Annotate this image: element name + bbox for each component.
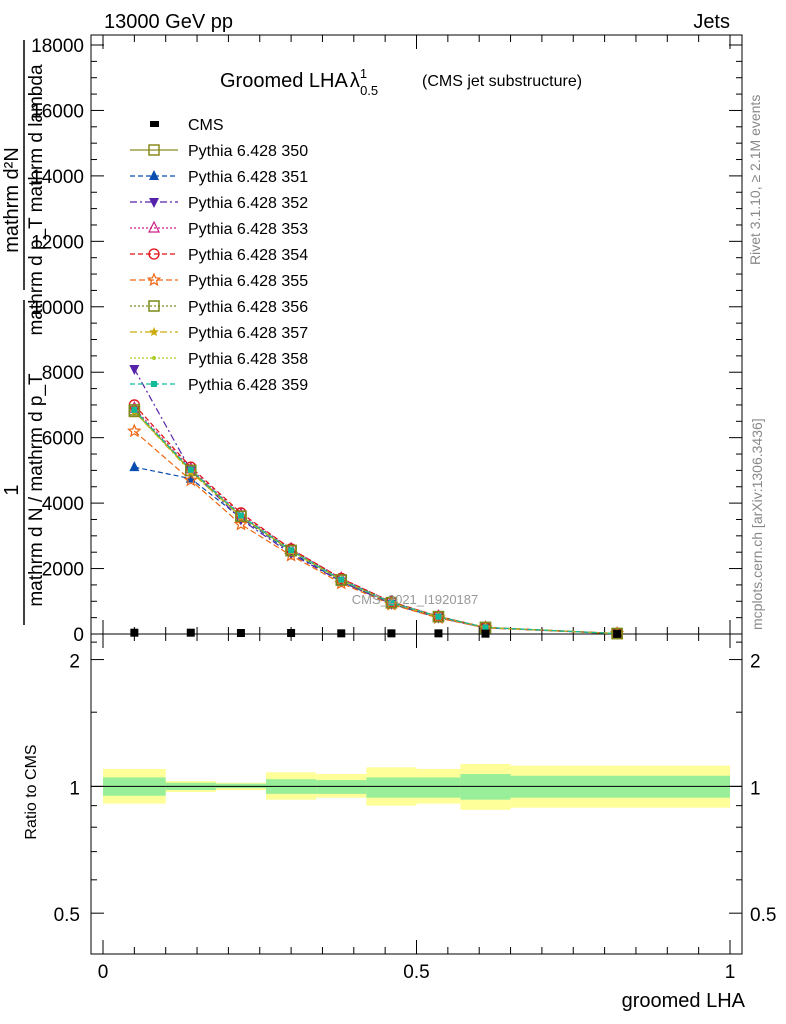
chart-subtitle: (CMS jet substructure) <box>422 73 582 90</box>
legend-label-1: Pythia 6.428 351 <box>188 169 308 186</box>
ratio-tick-label: 2 <box>69 652 80 673</box>
ratio-tick-label-right: 2 <box>750 652 761 673</box>
legend-label-0: Pythia 6.428 350 <box>188 143 308 160</box>
series-point-6 <box>432 610 445 623</box>
series-point-5 <box>183 472 199 487</box>
mcplots-credit: mcplots.cern.ch [arXiv:1306.3436] <box>749 418 765 630</box>
series-point-1 <box>185 472 196 483</box>
series-point-6 <box>128 404 141 416</box>
series-point-9 <box>288 547 295 554</box>
legend-marker-2 <box>149 198 159 208</box>
legend: CMS Pythia 6.428 350 Pythia 6.428 351 Pythi… <box>130 117 308 394</box>
y-tick-label: 10000 <box>31 298 84 319</box>
y-axis: 0 2000 4000 6000 8000 10000 12000 14000 16000 180… <box>31 36 742 646</box>
ratio-band-inner <box>416 777 461 798</box>
series-point-6 <box>235 510 247 522</box>
legend-marker-1 <box>149 170 159 180</box>
x-tick-label: 1 <box>725 962 736 983</box>
series-point-5 <box>233 516 249 531</box>
y-label-numerator: mathrm d²N <box>1 147 23 253</box>
y-tick-label: 2000 <box>42 560 84 581</box>
chart-title: Groomed LHA λ1 0.5 <box>220 66 378 98</box>
series-point-9 <box>131 406 138 413</box>
legend-label-8: Pythia 6.428 358 <box>188 351 308 368</box>
series-point-9 <box>435 613 442 620</box>
ratio-tick-label-right: 0.5 <box>750 905 776 926</box>
ratio-band-inner <box>316 780 367 794</box>
ratio-tick-label-right: 1 <box>750 778 761 799</box>
series-point-9 <box>388 599 395 606</box>
ratio-y-axis: 0.5 0.5 1 1 2 2 <box>54 641 776 926</box>
cms-point <box>186 628 195 637</box>
cms-point <box>236 629 245 638</box>
legend-marker-6 <box>148 300 160 312</box>
y-label-denominator: mathrm d p_T mathrm d lambda <box>26 64 47 335</box>
series-point-9 <box>237 512 244 519</box>
series-point-9 <box>338 576 345 583</box>
ratio-band-inner <box>366 777 417 798</box>
legend-marker-3 <box>148 220 160 233</box>
series-point-6 <box>285 544 297 557</box>
legend-cms-label: CMS <box>188 117 224 134</box>
series-point-9 <box>482 624 489 631</box>
y-tick-label: 4000 <box>42 494 84 515</box>
y-tick-label: 8000 <box>42 363 84 384</box>
cms-point <box>337 629 346 638</box>
legend-label-3: Pythia 6.428 353 <box>188 221 308 238</box>
cms-point <box>613 629 622 638</box>
legend-marker-5 <box>146 272 162 287</box>
y-tick-label: 6000 <box>42 429 84 450</box>
x-tick-label: 0.5 <box>403 962 429 983</box>
x-tick-label: 0 <box>98 962 109 983</box>
cms-point <box>387 629 396 638</box>
legend-marker-9 <box>151 381 157 387</box>
series-markers <box>127 364 625 640</box>
series-point-9 <box>187 466 194 473</box>
series-point-6 <box>335 574 348 586</box>
series-point-5 <box>127 423 142 438</box>
legend-marker-8 <box>152 356 156 360</box>
ratio-tick-label: 0.5 <box>54 905 80 926</box>
x-axis-label: groomed LHA <box>622 990 746 1012</box>
legend-marker-4 <box>148 248 160 260</box>
series-point-2 <box>129 364 140 375</box>
cms-point <box>481 629 490 638</box>
rivet-info: Rivet 3.1.10, ≥ 2.1M events <box>747 95 763 265</box>
y-tick-label: 14000 <box>31 167 84 188</box>
legend-label-9: Pythia 6.428 359 <box>188 377 308 394</box>
series-point-6 <box>385 596 398 609</box>
legend-label-2: Pythia 6.428 352 <box>188 195 308 212</box>
legend-marker-7 <box>149 326 159 337</box>
series-point-6 <box>611 627 623 640</box>
legend-marker-0 <box>148 144 160 156</box>
y-tick-label: 12000 <box>31 232 84 253</box>
header-energy: 13000 GeV pp <box>104 11 233 33</box>
series-point-6 <box>185 464 197 477</box>
legend-label-4: Pythia 6.428 354 <box>188 247 308 264</box>
y-label-lead: 1 <box>1 484 23 495</box>
ratio-y-label: Ratio to CMS <box>23 744 40 839</box>
cms-point <box>130 628 139 637</box>
y-tick-label: 18000 <box>31 36 84 57</box>
y-label-lower: mathrm d N / mathrm d p_T <box>26 373 47 607</box>
y-tick-label: 0 <box>73 625 84 646</box>
cms-point <box>287 629 296 638</box>
legend-label-7: Pythia 6.428 357 <box>188 325 308 342</box>
series-point-1 <box>129 461 140 472</box>
legend-cms-marker <box>150 121 159 127</box>
series-line-9 <box>133 409 618 635</box>
legend-label-6: Pythia 6.428 356 <box>188 299 308 316</box>
legend-label-5: Pythia 6.428 355 <box>188 273 308 290</box>
y-tick-label: 16000 <box>31 101 84 122</box>
cms-data-points <box>130 628 622 638</box>
ratio-bands <box>103 764 730 810</box>
y-axis-label: 1 mathrm d²N mathrm d p_T mathrm d lambd… <box>1 40 47 625</box>
analysis-watermark: CMS_2021_I1920187 <box>352 592 479 607</box>
ratio-tick-label: 1 <box>69 778 80 799</box>
cms-point <box>434 629 443 638</box>
series-line-1 <box>134 466 618 635</box>
header-category: Jets <box>693 11 730 33</box>
